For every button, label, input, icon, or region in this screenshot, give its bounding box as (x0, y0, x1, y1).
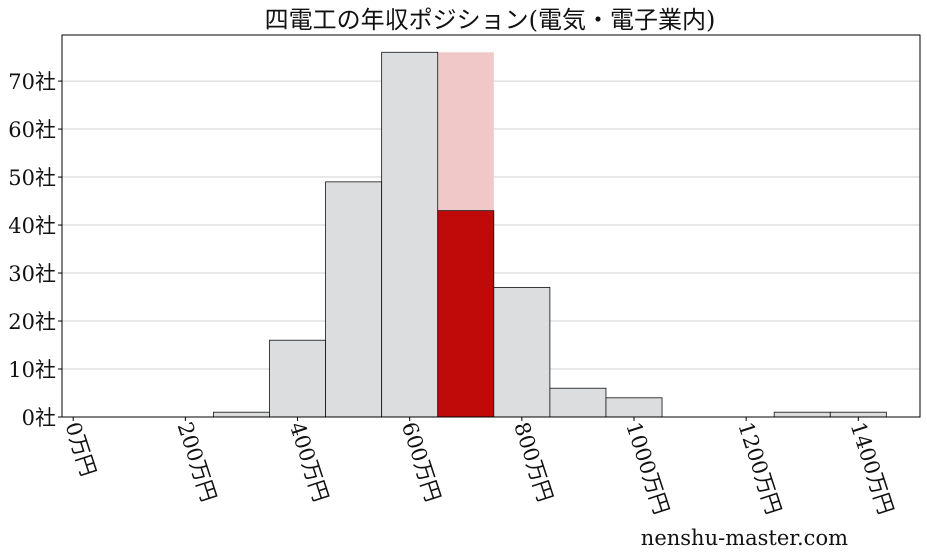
histogram-bar (829, 411, 887, 418)
histogram-bar (549, 387, 607, 418)
highlighted-bar (437, 210, 495, 418)
y-tick-label: 30社 (8, 262, 56, 286)
histogram-bar (325, 181, 383, 418)
plot-frame (61, 34, 921, 418)
y-tick-label: 70社 (8, 70, 56, 94)
x-tick-label: 200万円 (173, 419, 221, 504)
histogram-bar (381, 51, 439, 418)
x-tick-label: 400万円 (285, 419, 333, 504)
x-tick-label: 800万円 (509, 419, 557, 504)
histogram-bar (213, 411, 270, 418)
x-tick-label: 1200万円 (733, 419, 785, 517)
histogram-bar (773, 411, 831, 418)
x-tick-label: 0万円 (60, 419, 100, 479)
histogram-bar (493, 287, 551, 418)
y-tick-label: 50社 (8, 166, 56, 190)
y-tick-label: 10社 (8, 358, 56, 382)
x-tick-label: 1400万円 (846, 419, 898, 517)
x-tick-label: 1000万円 (621, 419, 673, 517)
y-tick-label: 20社 (8, 310, 56, 334)
x-tick-label: 600万円 (397, 419, 445, 504)
watermark: nenshu-master.com (641, 526, 848, 550)
chart-title: 四電工の年収ポジション(電気・電子業内) (265, 6, 716, 34)
histogram-bar (269, 339, 326, 418)
y-tick-label: 0社 (22, 406, 56, 430)
y-tick-label: 40社 (8, 214, 56, 238)
histogram-bar (605, 397, 663, 418)
y-tick-label: 60社 (8, 118, 56, 142)
